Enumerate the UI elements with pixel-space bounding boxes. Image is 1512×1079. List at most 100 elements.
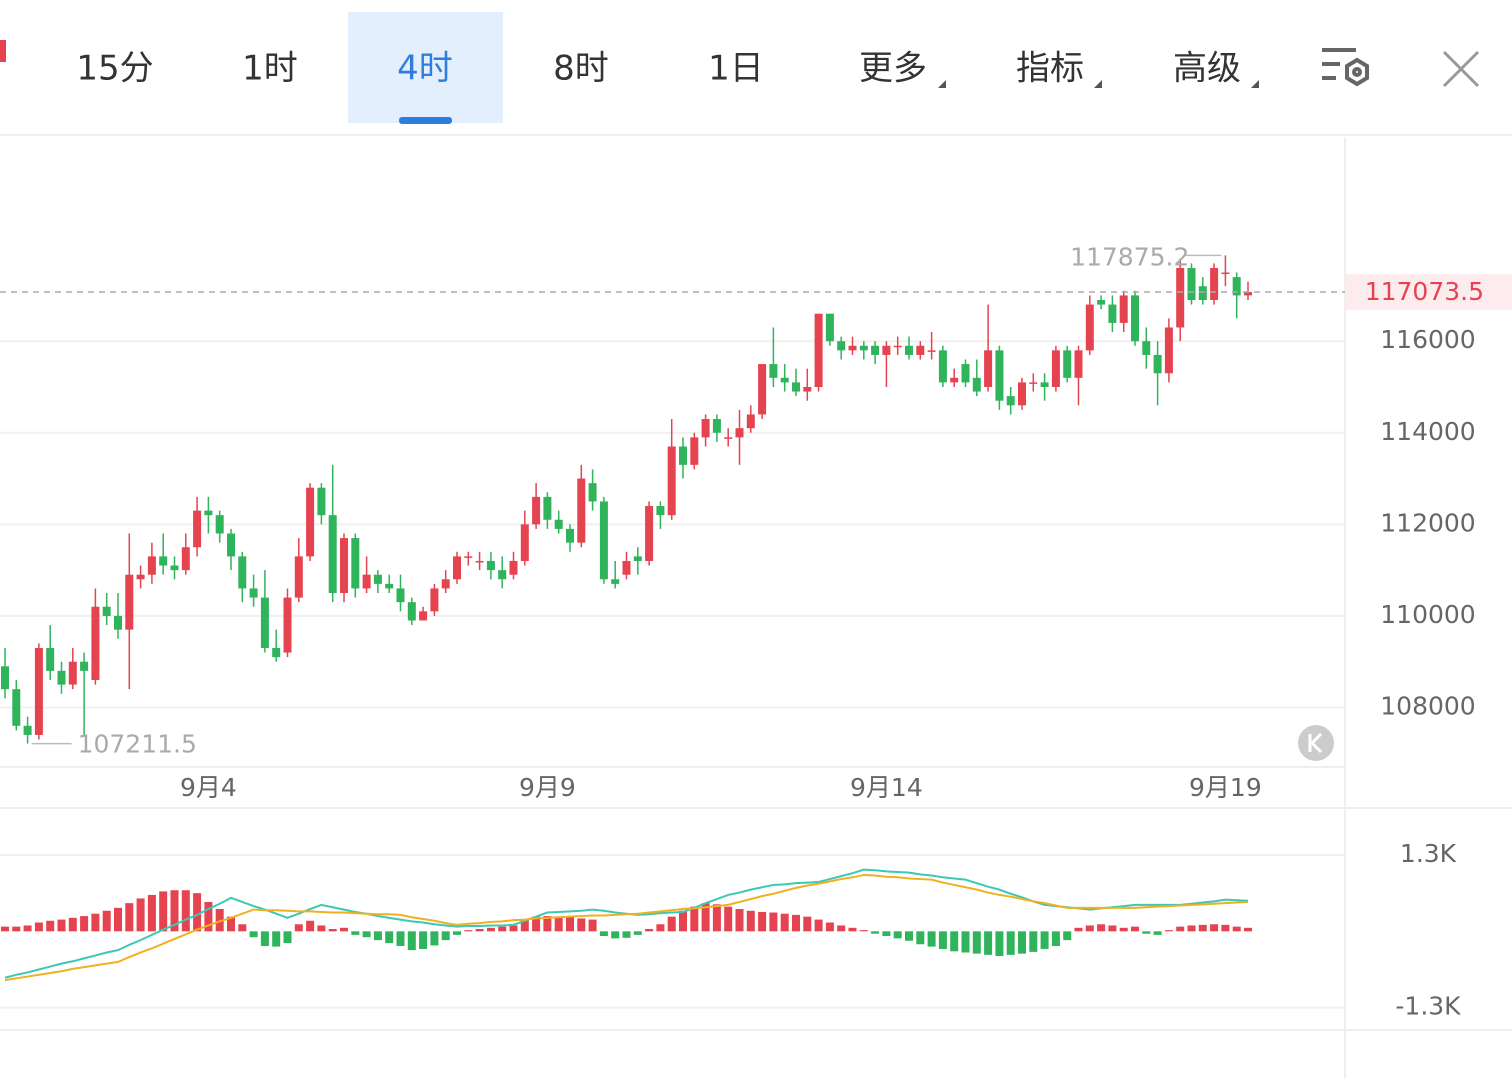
tab[interactable]: 1时 <box>242 49 298 89</box>
candle-body <box>373 574 382 584</box>
candle-body <box>238 556 247 589</box>
y-tick-label: 116000 <box>1380 325 1475 354</box>
macd-bar <box>859 930 868 932</box>
macd-bar <box>645 928 654 932</box>
macd-bar <box>328 928 337 932</box>
macd-bar <box>396 931 405 947</box>
close-button[interactable] <box>1442 50 1480 88</box>
candle-body <box>57 670 66 685</box>
tab[interactable]: 1日 <box>708 49 764 89</box>
macd-bar <box>1097 924 1106 932</box>
candle-body <box>1131 295 1139 342</box>
macd-bar <box>249 931 258 938</box>
candle-body <box>1198 286 1207 300</box>
candle-body <box>1074 350 1083 378</box>
candle-body <box>950 377 959 383</box>
candle-body <box>1085 304 1094 351</box>
macd-bar <box>362 931 371 938</box>
candle-body <box>566 528 574 543</box>
candle-body <box>80 661 89 671</box>
candle-body <box>306 487 315 557</box>
macd-bar <box>453 931 461 935</box>
candle-body <box>385 583 394 589</box>
macd-bar <box>498 926 507 932</box>
candle-body <box>1244 292 1252 296</box>
candle-body <box>181 547 190 571</box>
macd-bar <box>724 906 733 932</box>
macd-bar <box>294 924 303 932</box>
candle-body <box>938 350 947 383</box>
macd-bar <box>1006 931 1015 955</box>
candle-body <box>351 538 360 589</box>
tab[interactable]: 15分 <box>76 49 153 89</box>
macd-bar <box>1051 931 1060 947</box>
macd-bar <box>1142 931 1151 934</box>
macd-bar <box>441 931 450 941</box>
tab[interactable]: 4时 <box>397 49 453 89</box>
candle-body <box>68 661 77 685</box>
candle-body <box>1187 267 1196 300</box>
tab[interactable]: 8时 <box>553 49 609 89</box>
macd-bar <box>803 916 812 932</box>
tab[interactable]: 更多 <box>859 49 927 89</box>
macd-bar <box>80 916 89 932</box>
macd-bar <box>893 931 902 939</box>
macd-bar <box>373 931 382 941</box>
macd-bar <box>464 930 473 932</box>
macd-bar <box>554 916 563 932</box>
settings-button[interactable] <box>1322 48 1369 87</box>
min-label: 107211.5 <box>78 730 197 759</box>
macd-bar <box>825 922 834 932</box>
candle-body <box>430 588 439 612</box>
reset-button[interactable] <box>1298 725 1334 761</box>
candle-body <box>995 350 1004 401</box>
macd-bar <box>1210 924 1219 932</box>
macd-bar <box>204 901 213 932</box>
candle-body <box>340 538 348 594</box>
candle-body <box>803 386 812 392</box>
candle-body <box>611 579 620 584</box>
candle-body <box>893 345 902 348</box>
macd-bar <box>57 919 66 932</box>
macd-bar <box>68 917 77 932</box>
macd-bar <box>848 927 857 932</box>
candle-body <box>1210 267 1219 300</box>
macd-bar <box>882 931 891 937</box>
macd-bar <box>667 916 676 932</box>
tab[interactable]: 高级 <box>1173 49 1241 89</box>
candle-body <box>12 689 21 726</box>
x-tick-label: 9月4 <box>180 773 237 802</box>
candle-body <box>260 597 269 648</box>
macd-bar <box>1063 931 1072 941</box>
macd-bar <box>690 906 699 932</box>
macd-bar <box>1244 927 1252 932</box>
candle-body <box>1018 382 1026 406</box>
macd-bar <box>950 931 959 952</box>
x-tick-label: 9月9 <box>519 773 576 802</box>
dropdown-icon <box>938 80 946 88</box>
candle-body <box>498 570 507 580</box>
macd-bar <box>1040 931 1049 949</box>
macd-bar <box>905 931 913 941</box>
x-tick-label: 9月14 <box>850 773 923 802</box>
macd-bar <box>1131 926 1139 932</box>
candle-body <box>780 377 789 383</box>
macd-bar <box>340 927 348 932</box>
candle-body <box>147 556 156 575</box>
toolbar: 15分 1时 4时 8时 1日 更多 指标 高级 <box>0 12 1512 136</box>
candle-body <box>34 647 43 735</box>
macd-bar <box>12 926 21 932</box>
y-tick-label: 114000 <box>1380 417 1475 446</box>
candle-body <box>464 556 473 558</box>
candle-body <box>871 345 880 355</box>
candle-body <box>1119 295 1128 323</box>
candle-body <box>633 556 642 561</box>
candle-body <box>1164 327 1173 374</box>
macd-bar <box>509 925 518 932</box>
candle-body <box>328 515 337 594</box>
candle-body <box>317 487 326 516</box>
tab[interactable]: 指标 <box>1016 49 1084 89</box>
candle-body <box>859 345 868 351</box>
macd-bar <box>1176 926 1185 932</box>
